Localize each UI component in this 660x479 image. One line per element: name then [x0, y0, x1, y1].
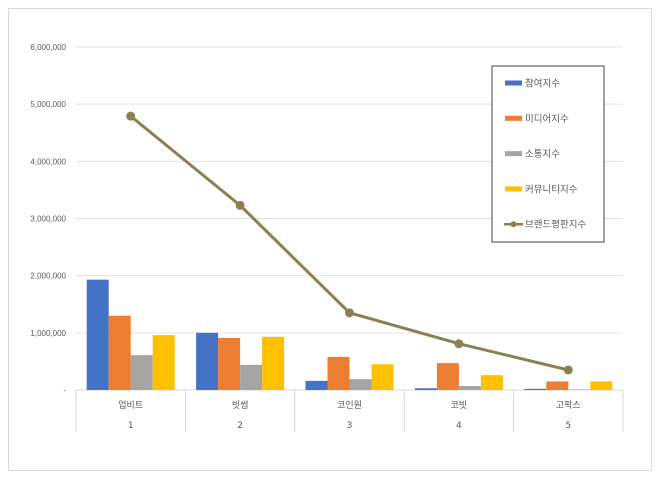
legend-swatch — [510, 221, 517, 228]
y-tick-label: 4,000,000 — [30, 157, 66, 166]
y-tick-label: - — [63, 386, 66, 395]
gridlines — [76, 46, 623, 334]
y-tick-label: 3,000,000 — [30, 215, 66, 224]
line-marker[interactable] — [563, 365, 573, 375]
legend-label: 브랜드평판지수 — [525, 220, 586, 231]
bar[interactable] — [86, 279, 109, 390]
bar[interactable] — [436, 363, 459, 390]
bar[interactable] — [349, 379, 372, 390]
bar[interactable] — [414, 388, 437, 390]
bars — [86, 279, 613, 390]
bar[interactable] — [524, 388, 547, 390]
bar[interactable] — [152, 335, 175, 390]
category-label: 코인원 — [337, 400, 362, 411]
category-rank: 3 — [347, 421, 353, 431]
category-rank: 2 — [237, 421, 243, 431]
category-label: 업비트 — [118, 400, 143, 411]
legend-swatch — [505, 151, 522, 157]
y-tick-label: 5,000,000 — [30, 100, 66, 109]
legend-label: 커뮤니티지수 — [525, 184, 578, 195]
bar[interactable] — [546, 381, 569, 390]
category-label: 고팍스 — [556, 400, 581, 411]
bar[interactable] — [327, 356, 350, 390]
y-tick-label: 1,000,000 — [30, 329, 66, 338]
line-marker[interactable] — [345, 308, 354, 318]
category-rank: 1 — [128, 421, 134, 431]
bar[interactable] — [240, 364, 263, 390]
bar[interactable] — [130, 355, 153, 390]
bar[interactable] — [262, 336, 285, 390]
legend-swatch — [505, 115, 522, 121]
bar[interactable] — [305, 380, 328, 390]
y-tick-label: 2,000,000 — [30, 272, 66, 281]
bar[interactable] — [196, 332, 219, 390]
category-label: 코빗 — [451, 400, 468, 411]
bar[interactable] — [218, 337, 241, 390]
line-series — [126, 111, 573, 375]
line-marker[interactable] — [235, 200, 245, 210]
category-rank: 5 — [565, 421, 571, 431]
bar[interactable] — [480, 375, 503, 390]
y-tick-label: 6,000,000 — [30, 43, 66, 52]
bar[interactable] — [371, 364, 394, 390]
legend-label: 소통지수 — [525, 149, 560, 160]
bar[interactable] — [108, 315, 131, 390]
x-axis: 업비트 1 빗썸 2 코인원 3 코빗 4 고팍스 5 — [75, 389, 624, 432]
bar[interactable] — [590, 381, 613, 390]
legend-swatch — [505, 186, 522, 192]
category-rank: 4 — [456, 421, 462, 431]
line-marker[interactable] — [454, 339, 464, 349]
legend-label: 참여지수 — [525, 78, 560, 90]
category-label: 빗썸 — [232, 400, 249, 411]
legend-swatch — [505, 80, 522, 86]
legend-label: 미디어지수 — [525, 114, 569, 125]
bar[interactable] — [458, 385, 481, 390]
line-marker[interactable] — [126, 111, 136, 121]
bar[interactable] — [568, 389, 591, 390]
